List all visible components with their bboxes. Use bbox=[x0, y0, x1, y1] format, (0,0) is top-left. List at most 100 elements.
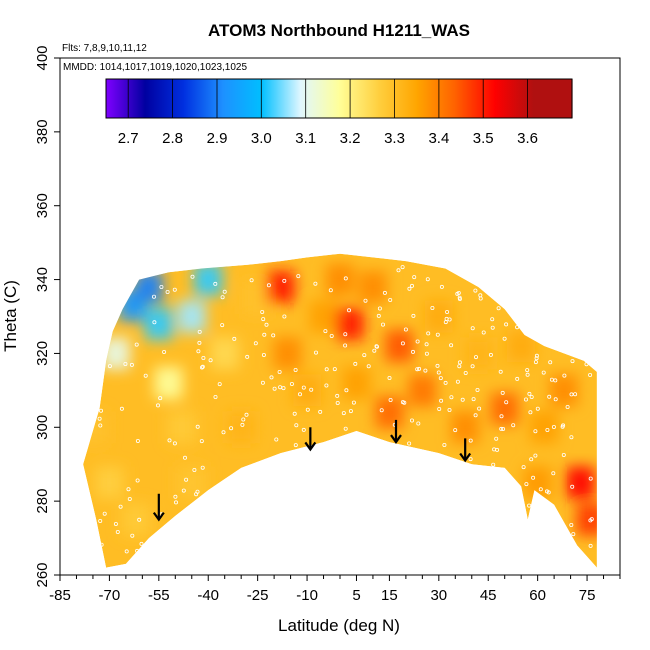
field-cell bbox=[375, 396, 404, 429]
sample-point bbox=[249, 278, 254, 283]
sample-point bbox=[438, 376, 443, 381]
sample-point bbox=[407, 441, 412, 446]
sample-point bbox=[570, 484, 575, 489]
dates-label: MMDD: 1014,1017,1019,1020,1023,1025 bbox=[63, 62, 247, 73]
y-tick-label: 320 bbox=[34, 341, 51, 366]
sample-point bbox=[402, 400, 407, 405]
sample-point bbox=[533, 429, 538, 434]
sample-point bbox=[495, 447, 500, 452]
field-cell bbox=[408, 374, 437, 407]
sample-point bbox=[323, 329, 328, 334]
sample-point bbox=[282, 314, 287, 319]
sample-point bbox=[430, 305, 435, 310]
sample-point bbox=[388, 397, 393, 402]
sample-point bbox=[151, 294, 156, 299]
x-tick-label: -55 bbox=[148, 587, 170, 604]
sample-point bbox=[468, 457, 473, 462]
y-tick-label: 300 bbox=[34, 415, 51, 440]
sample-point bbox=[293, 443, 298, 448]
colorbar-segment bbox=[416, 79, 457, 118]
sample-point bbox=[363, 298, 368, 303]
sample-point bbox=[504, 400, 509, 405]
sample-point bbox=[443, 380, 448, 385]
field-blobs bbox=[83, 263, 597, 536]
sample-point bbox=[335, 393, 340, 398]
sample-point bbox=[262, 332, 267, 337]
sample-point bbox=[549, 377, 554, 382]
sample-point bbox=[348, 409, 353, 414]
sample-point bbox=[457, 364, 462, 369]
sample-point bbox=[588, 518, 593, 523]
y-tick-label: 280 bbox=[34, 489, 51, 514]
sample-point bbox=[377, 306, 382, 311]
sample-point bbox=[379, 408, 384, 413]
sample-point bbox=[301, 427, 306, 432]
sample-point bbox=[496, 306, 501, 311]
sample-point bbox=[447, 407, 452, 412]
sample-point bbox=[541, 370, 546, 375]
sample-point bbox=[353, 361, 358, 366]
field-cell bbox=[83, 411, 107, 444]
sample-point bbox=[173, 494, 178, 499]
sample-point bbox=[293, 367, 298, 372]
sample-point bbox=[343, 332, 348, 337]
colorbar-tick-label: 3.0 bbox=[251, 130, 272, 147]
colorbar-tick-label: 3.4 bbox=[428, 130, 449, 147]
colorbar-tick-label: 3.3 bbox=[384, 130, 405, 147]
sample-point bbox=[534, 356, 539, 361]
sample-point bbox=[232, 336, 237, 341]
sample-point bbox=[135, 438, 140, 443]
sample-point bbox=[561, 423, 566, 428]
sample-point bbox=[436, 370, 441, 375]
sample-point bbox=[167, 438, 172, 443]
sample-point bbox=[411, 313, 416, 318]
sample-point bbox=[569, 435, 574, 440]
field-cell bbox=[358, 271, 387, 303]
sample-point bbox=[490, 325, 495, 330]
colorbar: 2.7 2.8 2.9 3.0 3.1 3.2 3.3 3.4 3.5 3.6 bbox=[105, 78, 573, 147]
sample-point bbox=[538, 487, 543, 492]
sample-point bbox=[139, 541, 144, 546]
sample-point bbox=[525, 372, 530, 377]
colorbar-tick-label: 3.6 bbox=[517, 130, 538, 147]
sample-point bbox=[499, 426, 504, 431]
x-tick-label: 30 bbox=[430, 587, 447, 604]
sample-point bbox=[449, 395, 454, 400]
sample-point bbox=[199, 439, 204, 444]
colorbar-tick-label: 3.5 bbox=[473, 130, 494, 147]
field-cell bbox=[227, 411, 256, 444]
field-cell bbox=[177, 300, 206, 333]
sample-point bbox=[435, 332, 440, 337]
sample-point bbox=[471, 397, 476, 402]
sample-point bbox=[501, 426, 506, 431]
field-cell bbox=[134, 271, 163, 303]
sample-point bbox=[387, 375, 392, 380]
sample-point bbox=[562, 373, 567, 378]
sample-point bbox=[271, 333, 276, 338]
sample-point bbox=[442, 442, 447, 447]
sample-point bbox=[490, 317, 495, 322]
sample-point bbox=[533, 453, 538, 458]
sample-point bbox=[318, 409, 323, 414]
sample-point bbox=[437, 406, 442, 411]
field-cell bbox=[210, 337, 239, 370]
sample-point bbox=[515, 376, 520, 381]
sample-point bbox=[341, 411, 346, 416]
sample-point bbox=[158, 396, 163, 401]
flights-label: Flts: 7,8,9,10,11,12 bbox=[62, 43, 147, 54]
sample-point bbox=[173, 500, 178, 505]
sample-point bbox=[481, 330, 486, 335]
sample-point bbox=[123, 361, 128, 366]
x-tick-label: 15 bbox=[381, 587, 398, 604]
sample-point bbox=[282, 278, 287, 283]
sample-point bbox=[470, 326, 475, 331]
sample-point bbox=[463, 370, 468, 375]
colorbar-segment bbox=[106, 79, 146, 118]
sample-point bbox=[159, 284, 164, 289]
sample-point bbox=[468, 438, 473, 443]
sample-point bbox=[565, 404, 570, 409]
sample-point bbox=[588, 476, 593, 481]
x-axis-label: Latitude (deg N) bbox=[278, 616, 400, 635]
sample-point bbox=[529, 394, 534, 399]
sample-point bbox=[213, 281, 218, 286]
